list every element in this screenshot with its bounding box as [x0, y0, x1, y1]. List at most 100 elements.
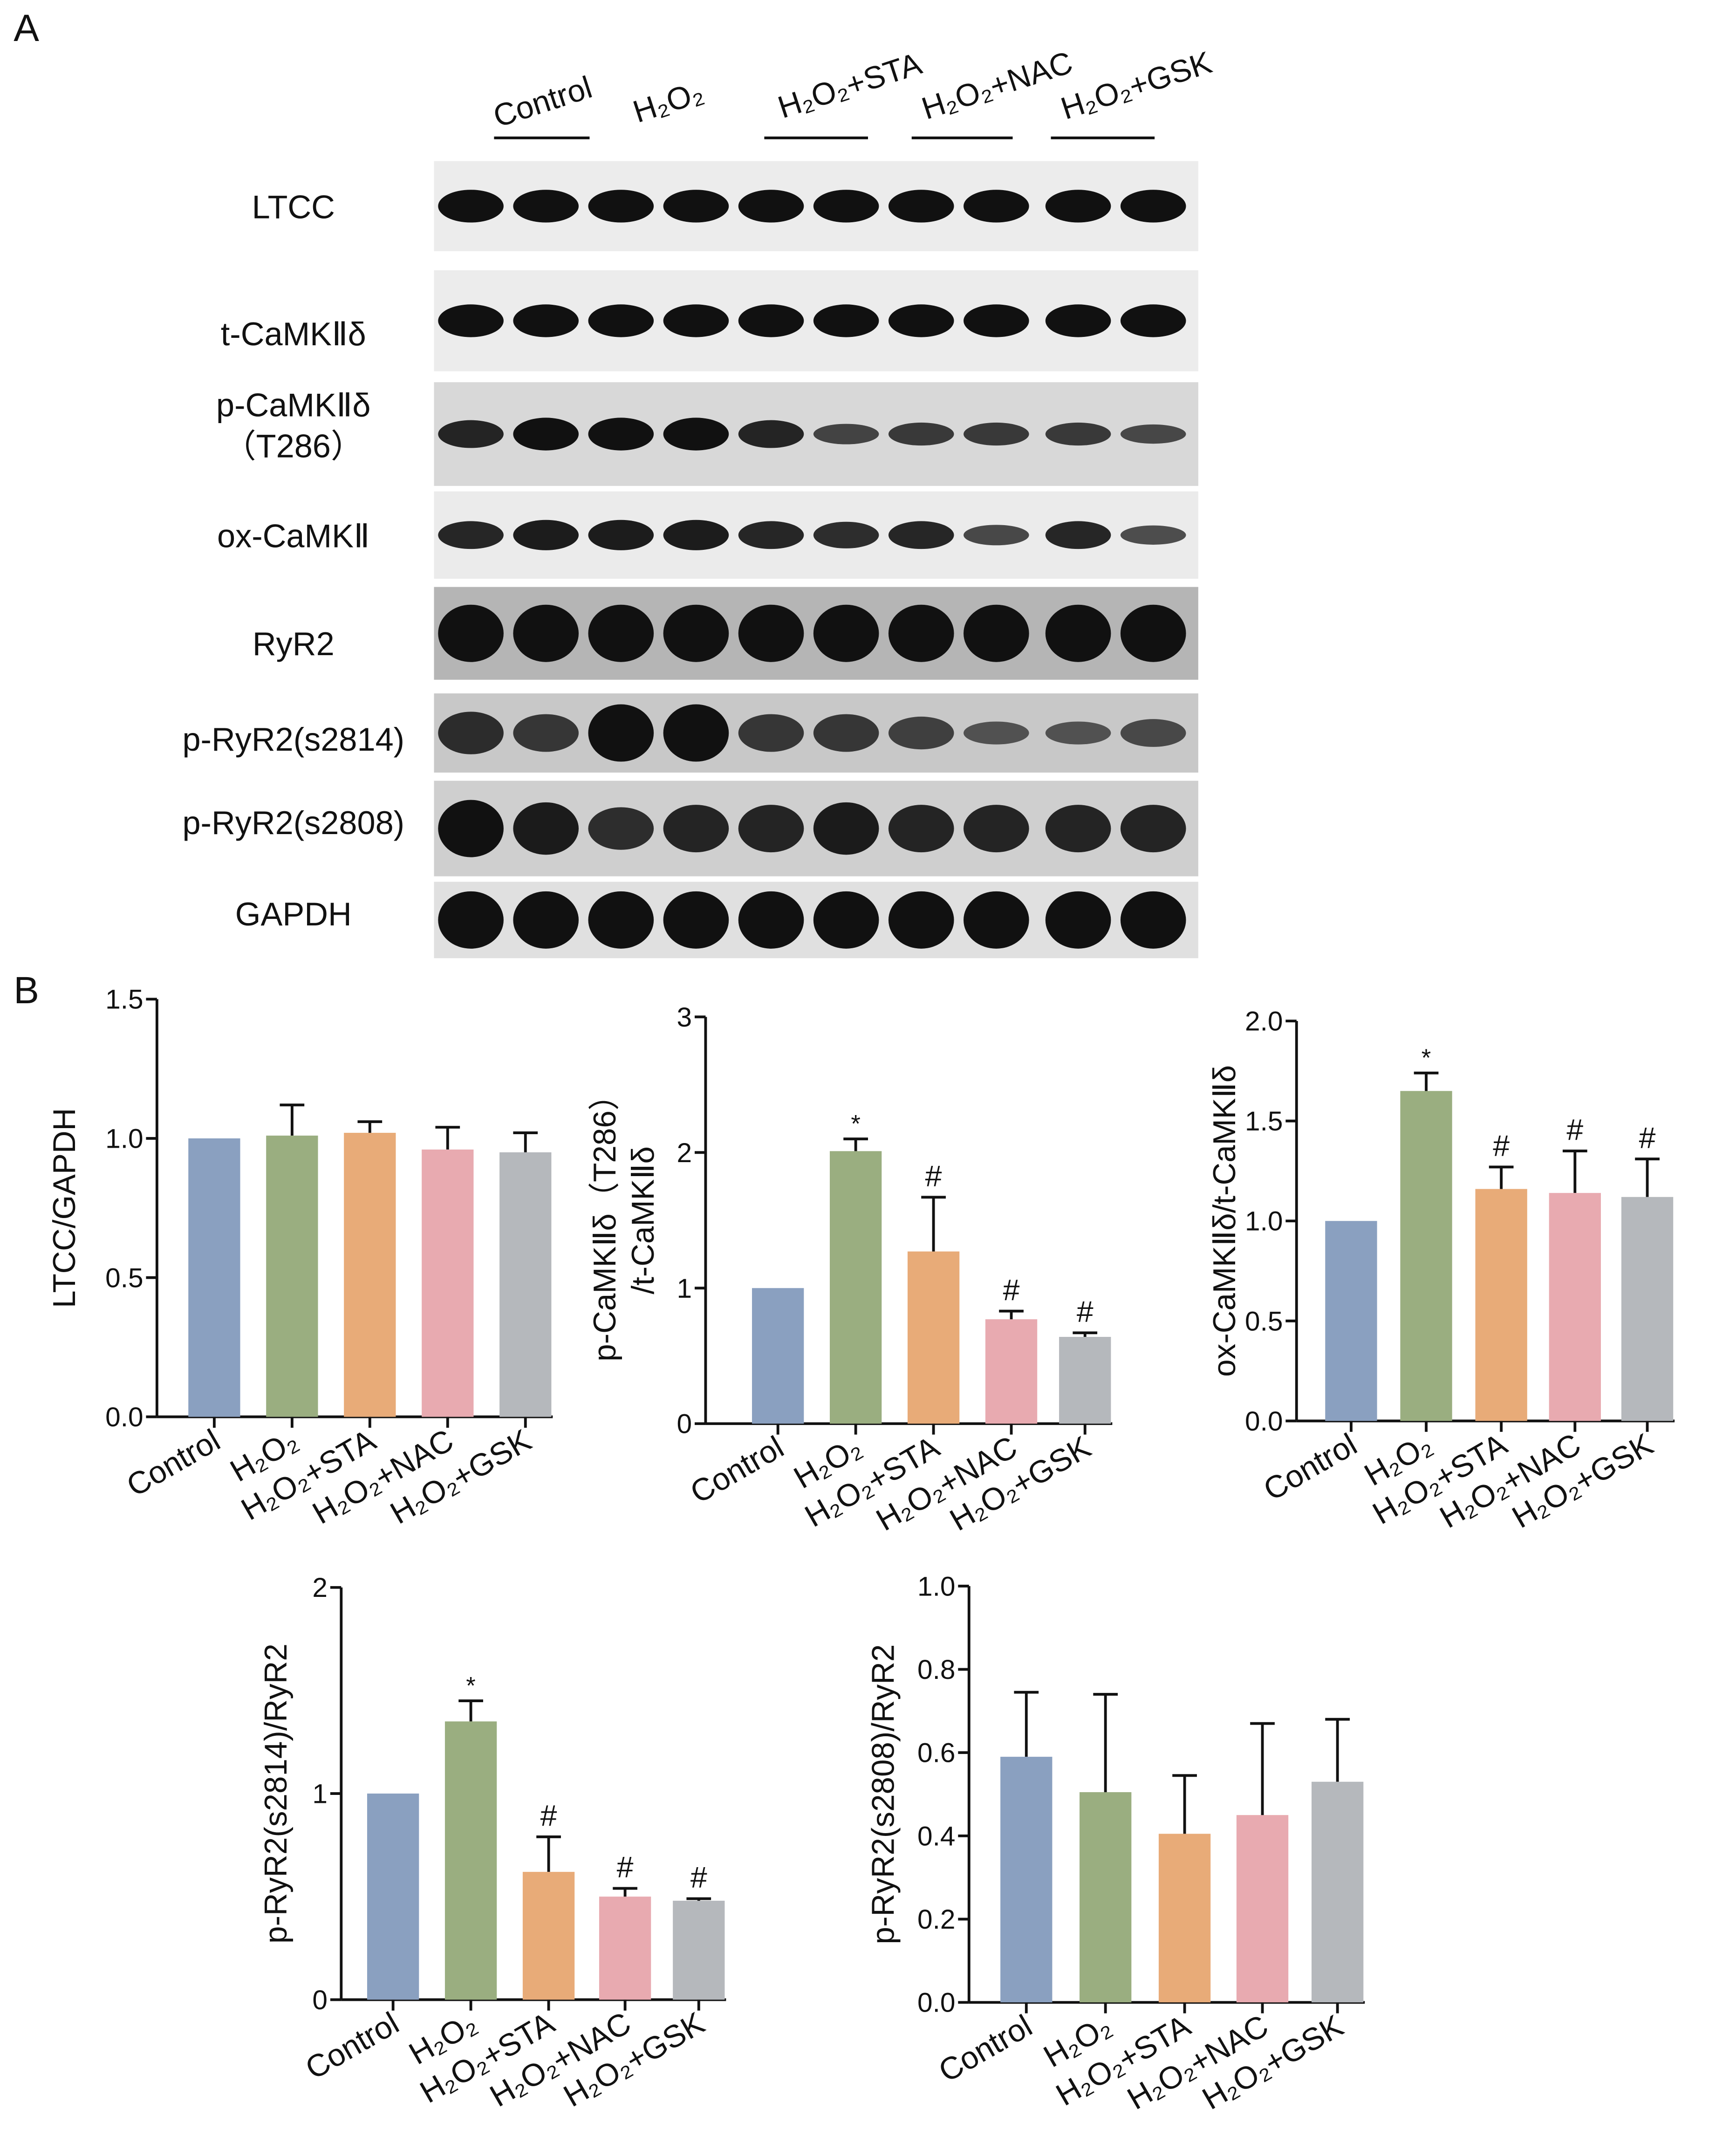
band	[813, 304, 879, 337]
group-label: H₂O₂+GSK	[1057, 45, 1216, 126]
group-label: H₂O₂+NAC	[917, 45, 1077, 126]
band	[438, 190, 504, 223]
y-tick-label: 1	[312, 1779, 328, 1809]
band	[513, 418, 579, 451]
bar	[599, 1897, 651, 2000]
error-bar	[921, 1196, 946, 1252]
band	[663, 190, 729, 223]
band	[964, 721, 1029, 745]
row-label: LTCC	[252, 189, 335, 226]
band	[513, 714, 579, 752]
annotation: #	[925, 1159, 942, 1193]
bar	[1236, 1815, 1289, 2003]
band	[813, 424, 879, 445]
group-label: H₂O₂+STA	[774, 46, 926, 125]
band	[513, 190, 579, 223]
band	[663, 604, 729, 662]
error-bar	[843, 1137, 868, 1151]
error-bar	[357, 1120, 383, 1133]
y-tick-label: 0	[677, 1409, 692, 1439]
band	[888, 891, 954, 949]
band	[663, 891, 729, 949]
annotation: *	[851, 1110, 861, 1138]
y-tick-label: 0.0	[1245, 1406, 1283, 1437]
y-tick-label: 1.0	[105, 1124, 143, 1154]
y-tick-label: 0.0	[105, 1402, 143, 1432]
bar	[1325, 1221, 1377, 1421]
annotation: #	[617, 1850, 634, 1884]
panel-label: B	[14, 969, 39, 1012]
x-tick-label: Control	[933, 2008, 1038, 2089]
y-tick-label: 0.2	[917, 1904, 955, 1935]
row-label: p-RyR2(s2808)	[182, 804, 404, 841]
band	[888, 422, 954, 446]
band	[663, 704, 729, 762]
band	[964, 604, 1029, 662]
band	[738, 521, 804, 549]
bar	[752, 1288, 804, 1424]
band	[438, 712, 504, 754]
error-bar	[536, 1835, 561, 1872]
band	[588, 190, 654, 223]
band	[888, 190, 954, 223]
band	[964, 805, 1029, 853]
band	[888, 604, 954, 662]
band	[513, 604, 579, 662]
error-bar	[1414, 1071, 1439, 1091]
error-bar	[1489, 1165, 1514, 1189]
bar	[422, 1149, 474, 1417]
band	[663, 520, 729, 550]
band	[964, 422, 1029, 446]
annotation: #	[540, 1799, 557, 1833]
y-tick-label: 1.5	[1245, 1106, 1283, 1137]
y-axis-label: ox-CaMKⅡδ/t-CaMKⅡδ	[1207, 1065, 1242, 1377]
band	[813, 891, 879, 949]
bar	[829, 1151, 882, 1424]
band	[438, 420, 504, 448]
row-label: GAPDH	[235, 896, 352, 932]
y-tick-label: 0	[312, 1985, 328, 2015]
band	[663, 304, 729, 337]
x-tick-label: Control	[300, 2006, 405, 2087]
band	[813, 714, 879, 752]
band	[738, 304, 804, 337]
y-tick-label: 2	[677, 1138, 692, 1168]
band	[1120, 304, 1186, 337]
bar	[1000, 1757, 1053, 2003]
row-label: p-RyR2(s2814)	[182, 721, 404, 758]
y-tick-label: 0.5	[105, 1263, 143, 1293]
band	[1045, 190, 1111, 223]
band	[738, 714, 804, 752]
band	[513, 520, 579, 550]
error-bar	[1093, 1693, 1118, 1793]
bar	[444, 1721, 497, 2000]
bar	[367, 1794, 419, 2000]
band	[964, 190, 1029, 223]
bar	[499, 1152, 552, 1417]
band	[588, 891, 654, 949]
band	[1120, 604, 1186, 662]
band	[813, 521, 879, 548]
band	[588, 520, 654, 550]
band	[738, 190, 804, 223]
y-tick-label: 3	[677, 1002, 692, 1033]
band	[738, 604, 804, 662]
y-tick-label: 1.0	[917, 1571, 955, 1602]
error-bar	[280, 1103, 305, 1136]
error-bar	[458, 1699, 483, 1722]
band	[1045, 805, 1111, 853]
band	[738, 891, 804, 949]
y-axis-label: LTCC/GAPDH	[47, 1108, 82, 1308]
band	[964, 525, 1029, 546]
error-bar	[613, 1887, 637, 1897]
error-bar	[1172, 1774, 1197, 1834]
band	[588, 604, 654, 662]
row-label: ox-CaMKⅡ	[217, 518, 370, 555]
x-tick-label: Control	[1258, 1427, 1363, 1508]
y-tick-label: 0.8	[917, 1655, 955, 1685]
y-tick-label: 1	[677, 1273, 692, 1304]
bar	[522, 1872, 575, 2000]
band	[888, 716, 954, 750]
band	[438, 304, 504, 337]
